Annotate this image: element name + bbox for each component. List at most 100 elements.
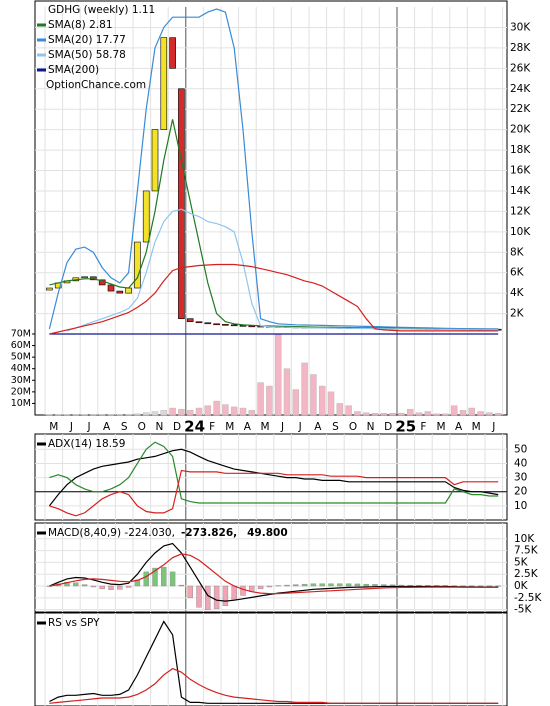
candle-body <box>46 287 53 291</box>
volume-bar <box>186 410 194 416</box>
panel-frame <box>34 522 508 613</box>
histogram-bar <box>372 584 378 587</box>
histogram-bar <box>398 584 405 587</box>
volume-bar <box>415 412 423 416</box>
x-tick-label: M <box>260 421 269 433</box>
y-tick-label: 2.5K <box>514 568 539 580</box>
volume-bar <box>477 411 484 416</box>
volume-bar <box>204 405 212 416</box>
x-tick-label: A <box>103 421 111 433</box>
y-tick-label: 10 <box>514 500 527 512</box>
volume-bar <box>380 413 388 416</box>
candle-body <box>204 322 212 325</box>
x-tick-label: N <box>367 421 375 433</box>
candle-body <box>222 323 229 326</box>
y-tick-label: -5K <box>514 604 532 616</box>
x-tick-label: N <box>155 421 163 433</box>
line-series <box>48 448 499 507</box>
histogram-bar <box>205 585 211 610</box>
x-tick-label: D <box>173 421 181 433</box>
volume-bar <box>125 414 132 416</box>
histogram-bar <box>73 582 79 587</box>
y-tick-label: 40 <box>514 457 527 469</box>
candle-body <box>81 276 88 279</box>
volume-bar <box>116 414 124 416</box>
y-tick-label: 12K <box>510 205 531 217</box>
candle-body <box>151 129 159 192</box>
candle-body <box>213 323 220 326</box>
histogram-bar <box>284 584 290 587</box>
volume-bar <box>230 406 238 416</box>
legend-label: SMA(20) 17.77 <box>48 34 126 46</box>
histogram-bar <box>178 584 185 587</box>
histogram-bar <box>125 585 132 588</box>
x-tick-label: J <box>86 421 90 433</box>
line-series <box>49 441 499 504</box>
x-tick-label: D <box>384 421 392 433</box>
histogram-bar <box>213 585 220 609</box>
histogram-bar <box>81 584 88 587</box>
y-tick-label: 30K <box>510 21 531 33</box>
volume-bar <box>142 412 150 416</box>
x-tick-label: O <box>138 421 146 433</box>
volume-bar <box>362 412 370 416</box>
histogram-bar <box>469 585 475 587</box>
x-tick-label: 24 <box>184 418 205 436</box>
histogram-bar <box>222 585 229 607</box>
volume-tick-label: 60M <box>11 340 31 351</box>
volume-tick-label: 20M <box>11 386 31 397</box>
candle-body <box>230 324 238 327</box>
y-tick-label: 50 <box>514 443 527 455</box>
site-label: OptionChance.com <box>46 79 146 91</box>
line-series <box>49 263 499 335</box>
candle-body <box>116 290 124 294</box>
x-tick-label: M <box>49 421 58 433</box>
x-tick-label: F <box>420 421 426 433</box>
line-series <box>48 8 499 330</box>
volume-bar <box>169 407 176 416</box>
y-tick-label: 22K <box>510 103 531 115</box>
histogram-bar <box>495 585 501 587</box>
x-tick-label: M <box>436 421 445 433</box>
volume-bar <box>257 382 264 416</box>
y-tick-label: 18K <box>510 144 531 156</box>
volume-bar <box>151 411 159 416</box>
x-tick-label: A <box>244 421 252 433</box>
volume-bar <box>494 413 502 416</box>
y-tick-label: 20 <box>514 486 527 498</box>
x-tick-label: J <box>280 421 284 433</box>
candle-body <box>107 284 115 292</box>
candle-body <box>142 190 150 243</box>
histogram-bar <box>275 585 281 587</box>
histogram-bar <box>319 583 325 587</box>
legend-label: SMA(200) <box>48 64 99 76</box>
y-tick-label: 14K <box>510 185 531 197</box>
x-tick-label: J <box>69 421 73 433</box>
y-tick-label: 28K <box>510 42 531 54</box>
volume-bar <box>442 413 449 416</box>
y-tick-label: 7.5K <box>514 545 539 557</box>
volume-bar <box>371 413 379 416</box>
histogram-bar <box>310 583 317 587</box>
y-tick-label: 30 <box>514 472 527 484</box>
x-tick-label: M <box>472 421 481 433</box>
histogram-bar <box>266 585 273 588</box>
volume-bar <box>468 407 476 416</box>
volume-bar <box>195 407 203 416</box>
histogram-bar <box>460 585 466 587</box>
y-tick-label: 0K <box>514 580 529 592</box>
panel-title: MACD(8,40,9) -224.030, <box>48 527 175 539</box>
volume-bar <box>389 413 396 416</box>
volume-bar <box>433 413 440 416</box>
histogram-bar <box>108 585 114 591</box>
x-tick-label: J <box>491 421 495 433</box>
volume-bar <box>398 413 405 416</box>
volume-bar <box>107 414 115 416</box>
volume-bar <box>292 389 300 416</box>
volume-tick-label: 40M <box>11 363 31 374</box>
x-tick-label: 25 <box>395 418 416 436</box>
y-tick-label: 5K <box>514 556 529 568</box>
histogram-bar <box>293 584 299 587</box>
volume-bar <box>274 333 282 416</box>
y-tick-label: 20K <box>510 124 531 136</box>
